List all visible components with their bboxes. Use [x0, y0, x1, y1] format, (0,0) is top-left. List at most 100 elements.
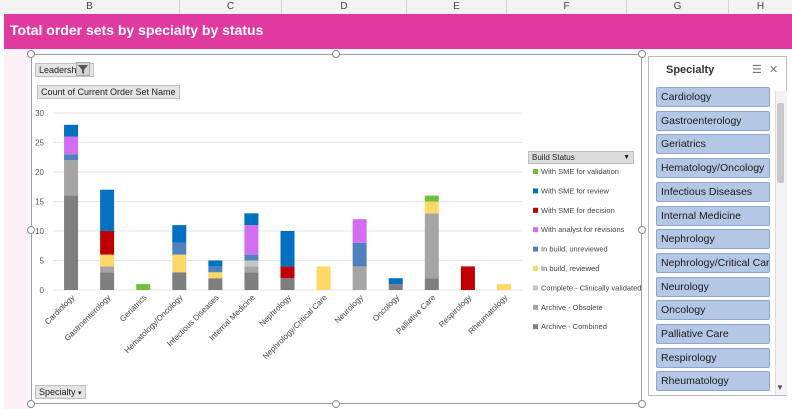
checklist-icon[interactable]: ☰ — [752, 64, 762, 76]
legend-swatch — [533, 169, 538, 174]
bar-segment[interactable] — [172, 254, 187, 273]
y-tick-label: 5 — [40, 257, 45, 266]
chevron-down-icon: ▾ — [78, 390, 82, 397]
bar-segment[interactable] — [172, 225, 187, 243]
clear-filter-icon[interactable]: ✕ — [769, 64, 779, 76]
specialty-slicer[interactable]: Specialty ☰ ✕ ▼ Cardiology Gastroenterolo… — [648, 56, 787, 396]
slicer-scroll-thumb[interactable] — [777, 103, 784, 183]
slicer-item[interactable]: Palliative Care — [656, 324, 770, 344]
bar-segment[interactable] — [280, 278, 295, 290]
bar-segment[interactable] — [172, 242, 187, 255]
legend-label: In build, unreviewed — [541, 245, 608, 254]
bar-segment[interactable] — [424, 201, 439, 214]
bar-segment[interactable] — [352, 266, 367, 290]
bar-segment[interactable] — [100, 231, 115, 255]
slicer-item[interactable]: Respirology — [656, 347, 770, 368]
bar-segment[interactable] — [316, 266, 331, 290]
slicer-item[interactable]: Hematology/Oncology — [656, 158, 770, 179]
column-header-d[interactable]: D — [282, 0, 407, 14]
legend-label: With SME for validation — [541, 167, 619, 176]
x-tick-label: Geriatrics — [118, 293, 149, 324]
slicer-item[interactable]: Gastroenterology — [656, 110, 770, 131]
resize-handle-top[interactable] — [332, 50, 340, 58]
resize-handle-bottom-left[interactable] — [27, 400, 35, 408]
legend-label: In build, reviewed — [541, 264, 599, 273]
bar-segment[interactable] — [208, 278, 223, 290]
legend-swatch — [533, 227, 538, 233]
legend-field-button[interactable]: Build Status ▼ — [528, 151, 634, 164]
bar-segment[interactable] — [136, 284, 151, 290]
slicer-item[interactable]: Rheumatology — [656, 371, 770, 392]
value-field-button[interactable]: Count of Current Order Set Name — [37, 85, 180, 99]
bar-segment[interactable] — [352, 242, 367, 267]
resize-handle-bottom[interactable] — [332, 400, 340, 408]
bar-segment[interactable] — [280, 266, 295, 279]
resize-handle-top-right[interactable] — [638, 50, 646, 58]
bar-segment[interactable] — [64, 160, 79, 196]
slicer-item[interactable]: Nephrology — [656, 229, 770, 250]
legend-swatch — [533, 207, 538, 213]
slicer-item[interactable]: Geriatrics — [656, 134, 770, 155]
bar-segment[interactable] — [244, 266, 259, 273]
bar-segment[interactable] — [100, 272, 115, 290]
bar-segment[interactable] — [244, 272, 259, 290]
bar-segment[interactable] — [100, 189, 115, 231]
bar-segment[interactable] — [64, 124, 79, 137]
specialty-axis-button[interactable]: Specialty ▾ — [35, 385, 86, 399]
bar-segment[interactable] — [424, 195, 439, 202]
bar-segment[interactable] — [280, 231, 295, 267]
bar-segment[interactable] — [64, 136, 79, 155]
bar-segment[interactable] — [172, 272, 187, 290]
slicer-item[interactable]: Nephrology/Critical Care — [656, 252, 770, 273]
bar-segment[interactable] — [100, 254, 115, 267]
column-header-g[interactable]: G — [627, 0, 729, 14]
x-tick-label: Neurology — [333, 293, 365, 325]
specialty-axis-label: Specialty — [39, 387, 76, 397]
column-header-h[interactable]: H — [756, 1, 765, 12]
bar-segment[interactable] — [208, 266, 223, 273]
bar-segment[interactable] — [100, 266, 115, 273]
bar-segment[interactable] — [244, 225, 259, 255]
pivot-chart[interactable] — [31, 54, 642, 404]
bar-segment[interactable] — [64, 195, 79, 290]
x-tick-label: Respirology — [437, 293, 473, 329]
slicer-item[interactable]: Cardiology — [656, 87, 770, 107]
bar-segment[interactable] — [388, 278, 403, 285]
x-tick-label: Nephrology — [258, 293, 293, 328]
bar-segment[interactable] — [208, 260, 223, 267]
column-header-e[interactable]: E — [407, 0, 507, 14]
column-header-f[interactable]: F — [507, 0, 627, 14]
bar-segment[interactable] — [424, 213, 439, 279]
bar-segment[interactable] — [460, 266, 475, 290]
slicer-item[interactable]: Neurology — [656, 276, 770, 297]
slicer-item[interactable]: Oncology — [656, 300, 770, 321]
bar-segment[interactable] — [388, 284, 403, 290]
bar-segment[interactable] — [244, 254, 259, 261]
legend-label: With SME for decision — [541, 206, 615, 215]
legend-label: With analyst for revisions — [541, 225, 625, 234]
column-header-b[interactable]: B — [0, 0, 180, 14]
legend-swatch — [533, 188, 538, 194]
bar-segment[interactable] — [424, 278, 439, 290]
legend-label: Archive - Combined — [541, 322, 607, 331]
bar-segment[interactable] — [244, 260, 259, 267]
leadership-filter-label: Leadership — [39, 65, 84, 75]
column-header-c[interactable]: C — [180, 0, 282, 14]
resize-handle-right[interactable] — [638, 226, 646, 234]
x-tick-label: Nephrology/Critical Care — [261, 293, 329, 361]
slicer-header: Specialty — [666, 64, 715, 76]
bar-segment[interactable] — [208, 272, 223, 279]
chevron-down-icon[interactable]: ▼ — [776, 383, 784, 392]
bar-segment[interactable] — [496, 284, 511, 290]
funnel-icon[interactable] — [76, 62, 90, 76]
resize-handle-bottom-right[interactable] — [638, 400, 646, 408]
legend-label: With SME for review — [541, 186, 610, 195]
slicer-item[interactable]: Infectious Diseases — [656, 181, 770, 202]
bar-segment[interactable] — [64, 154, 79, 161]
resize-handle-top-left[interactable] — [27, 50, 35, 58]
bar-segment[interactable] — [244, 213, 259, 226]
legend-label: Archive - Obsolete — [541, 303, 603, 312]
resize-handle-left[interactable] — [27, 226, 35, 234]
bar-segment[interactable] — [352, 219, 367, 243]
slicer-item[interactable]: Internal Medicine — [656, 205, 770, 226]
